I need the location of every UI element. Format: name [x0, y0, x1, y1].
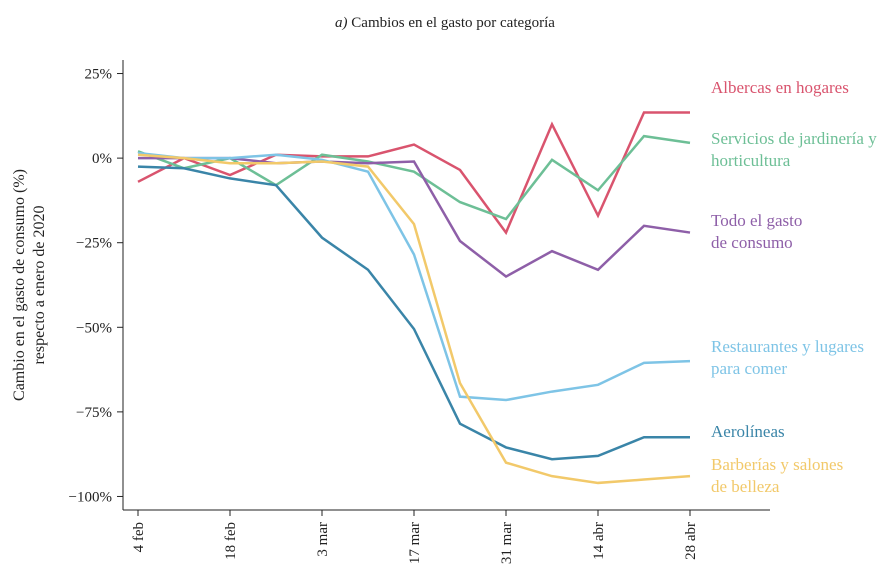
- x-tick-label: 4 feb: [131, 522, 147, 552]
- series-line: [137, 153, 691, 485]
- x-tick-label: 14 abr: [591, 522, 607, 560]
- legend-label: Barberías y salones de belleza: [711, 455, 844, 496]
- x-tick-label: 18 feb: [223, 522, 239, 560]
- y-tick-label: 0%: [92, 151, 112, 167]
- series-line: [137, 111, 690, 236]
- y-tick-label: −25%: [76, 236, 112, 252]
- legend-label: Todo el gasto de consumo: [711, 211, 803, 252]
- legend-label: Servicios de jardinería y horticultura: [711, 129, 877, 170]
- legend-label: Aerolíneas: [711, 422, 785, 441]
- series-line: [137, 151, 691, 402]
- chart-title: a) Cambios en el gasto por categoría: [335, 15, 555, 31]
- title-text: Cambios en el gasto por categoría: [351, 15, 555, 31]
- x-tick-label: 3 mar: [315, 522, 331, 557]
- y-tick-label: −100%: [69, 489, 112, 505]
- legend-label: Albercas en hogares: [711, 78, 849, 97]
- y-tick-label: 25%: [85, 67, 113, 83]
- y-axis-label: Cambio en el gasto de consumo (%): [11, 169, 28, 401]
- x-tick-label: 28 abr: [683, 522, 699, 560]
- title-prefix: a): [335, 15, 348, 31]
- y-tick-label: −75%: [76, 405, 112, 421]
- x-tick-label: 17 mar: [407, 522, 423, 564]
- y-axis-label: respecto a enero de 2020: [31, 205, 48, 364]
- legend-label: Restaurantes y lugares para comer: [711, 337, 864, 378]
- series-line: [137, 165, 690, 461]
- x-tick-label: 31 mar: [499, 522, 515, 564]
- y-tick-label: −50%: [76, 320, 112, 336]
